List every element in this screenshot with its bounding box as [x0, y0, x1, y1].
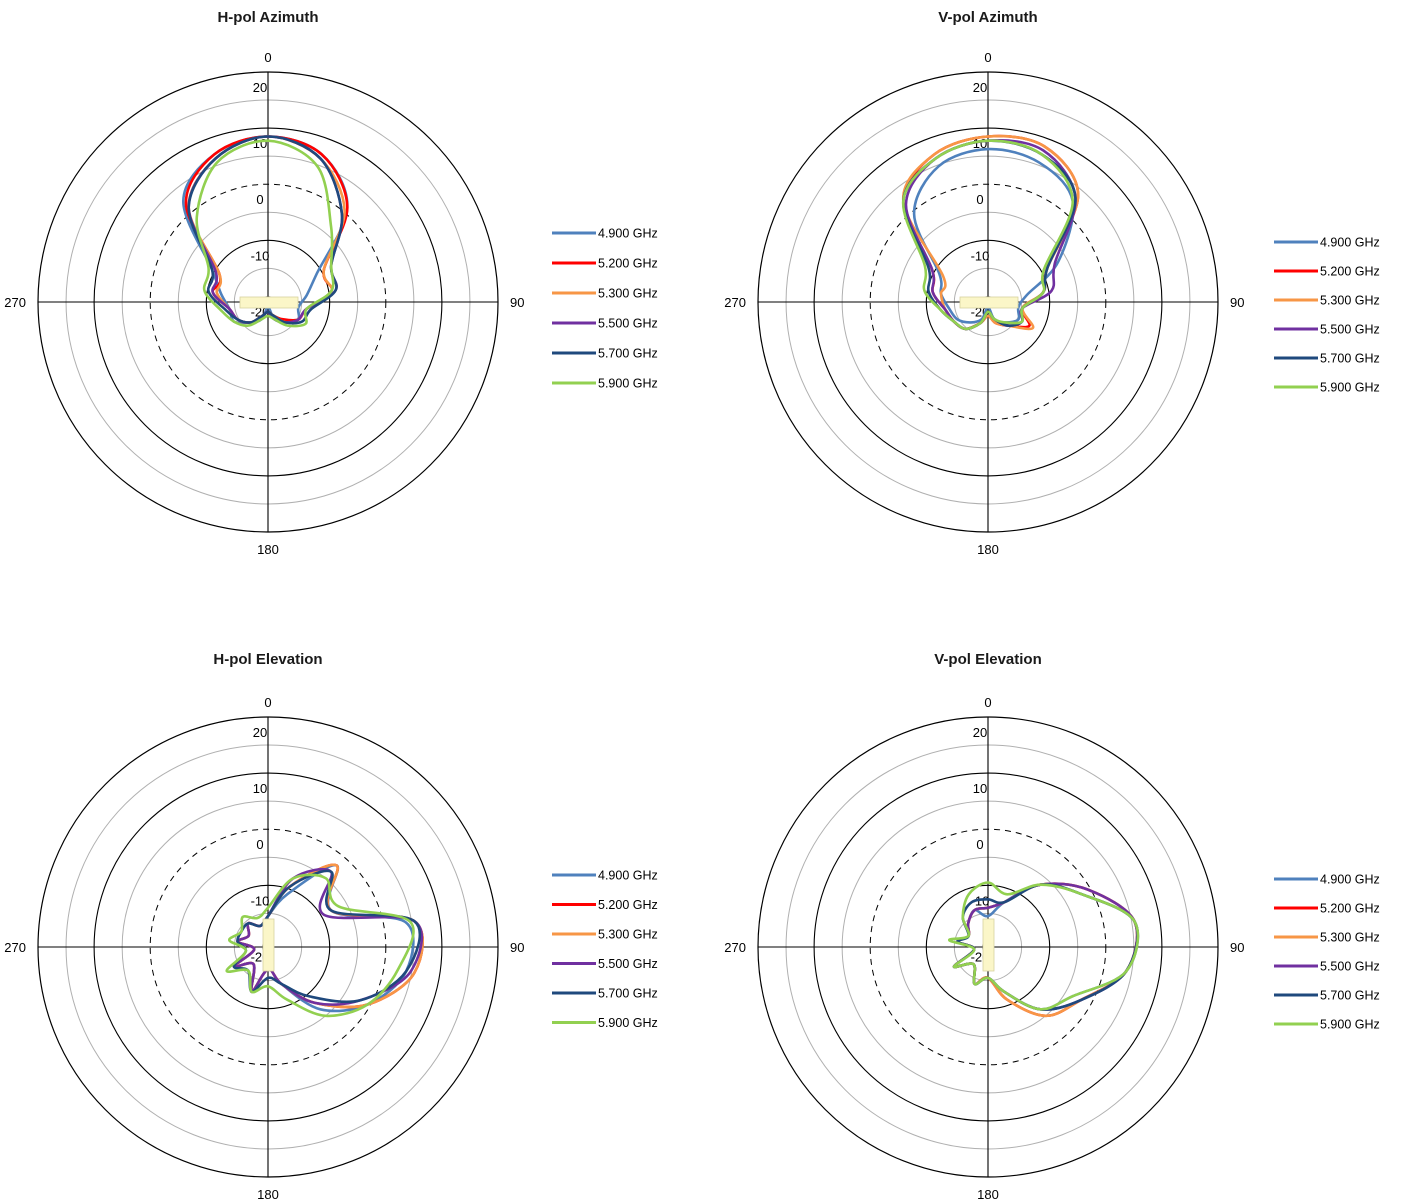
center-marker	[239, 296, 299, 309]
chart-title: H-pol Elevation	[213, 651, 322, 668]
legend-label: 5.500 GHz	[598, 317, 658, 331]
angle-label: 0	[264, 50, 271, 65]
legend-label: 5.300 GHz	[1320, 931, 1380, 945]
center-marker	[982, 918, 995, 972]
legend: 4.900 GHz 5.200 GHz 5.300 GHz 5.500 GHz 5.70…	[1274, 236, 1380, 395]
legend-label: 5.500 GHz	[598, 957, 658, 971]
center-marker	[959, 296, 1019, 309]
legend: 4.900 GHz 5.200 GHz 5.300 GHz 5.500 GHz 5.70…	[1274, 873, 1380, 1032]
legend-label: 5.500 GHz	[1320, 960, 1380, 974]
angle-label: 90	[510, 295, 524, 310]
angle-label: 90	[510, 940, 524, 955]
legend-label: 5.700 GHz	[1320, 989, 1380, 1003]
polar-chart-3: H-pol Elevation09018027020100-10-204.900…	[4, 651, 657, 1201]
chart-title: V-pol Azimuth	[938, 9, 1037, 26]
angle-label: 180	[257, 1187, 279, 1201]
angle-label: 270	[724, 940, 746, 955]
series-line-5900	[225, 873, 415, 1018]
series-line-5900	[901, 139, 1075, 331]
legend-label: 5.900 GHz	[598, 1016, 658, 1030]
legend-label: 5.200 GHz	[1320, 265, 1380, 279]
center-marker	[262, 918, 275, 972]
angle-label: 270	[4, 295, 26, 310]
legend-label: 5.200 GHz	[1320, 902, 1380, 916]
legend-label: 5.300 GHz	[598, 928, 658, 942]
legend: 4.900 GHz 5.200 GHz 5.300 GHz 5.500 GHz 5.70…	[552, 869, 658, 1030]
angle-label: 180	[977, 1187, 999, 1201]
radial-tick-label: -10	[251, 893, 270, 908]
legend: 4.900 GHz 5.200 GHz 5.300 GHz 5.500 GHz 5.70…	[552, 227, 658, 391]
legend-label: 5.900 GHz	[598, 377, 658, 391]
radial-tick-label: 10	[973, 781, 987, 796]
radial-tick-label: 20	[973, 80, 987, 95]
legend-label: 5.900 GHz	[1320, 381, 1380, 395]
legend-label: 5.900 GHz	[1320, 1018, 1380, 1032]
legend-label: 5.200 GHz	[598, 257, 658, 271]
legend-label: 4.900 GHz	[1320, 873, 1380, 887]
angle-label: 0	[264, 695, 271, 710]
angle-label: 0	[984, 50, 991, 65]
radial-tick-label: 0	[976, 837, 983, 852]
chart-title: H-pol Azimuth	[217, 9, 318, 26]
radial-tick-label: 0	[256, 192, 263, 207]
legend-label: 5.700 GHz	[598, 347, 658, 361]
angle-label: 180	[977, 542, 999, 557]
angle-label: 90	[1230, 295, 1244, 310]
legend-label: 4.900 GHz	[1320, 236, 1380, 250]
series-line-5900	[195, 139, 335, 328]
radial-tick-label: 20	[253, 725, 267, 740]
angle-label: 270	[724, 295, 746, 310]
radial-tick-label: -10	[251, 248, 270, 263]
radial-tick-label: 20	[973, 725, 987, 740]
legend-label: 5.300 GHz	[598, 287, 658, 301]
series-line-5700	[187, 135, 344, 325]
series-line-5900	[947, 881, 1140, 1011]
angle-label: 0	[984, 695, 991, 710]
radial-tick-label: 0	[976, 192, 983, 207]
legend-label: 5.200 GHz	[598, 898, 658, 912]
chart-title: V-pol Elevation	[934, 651, 1042, 668]
radial-tick-label: 0	[256, 837, 263, 852]
legend-label: 4.900 GHz	[598, 869, 658, 883]
angle-label: 180	[257, 542, 279, 557]
radial-tick-label: 20	[253, 80, 267, 95]
radial-tick-label: 10	[253, 781, 267, 796]
angle-label: 90	[1230, 940, 1244, 955]
radial-tick-label: -10	[971, 248, 990, 263]
legend-label: 5.300 GHz	[1320, 294, 1380, 308]
angle-label: 270	[4, 940, 26, 955]
legend-label: 5.700 GHz	[598, 987, 658, 1001]
legend-label: 5.500 GHz	[1320, 323, 1380, 337]
legend-label: 4.900 GHz	[598, 227, 658, 241]
polar-chart-4: V-pol Elevation09018027020100-10-204.900…	[724, 651, 1379, 1201]
legend-label: 5.700 GHz	[1320, 352, 1380, 366]
